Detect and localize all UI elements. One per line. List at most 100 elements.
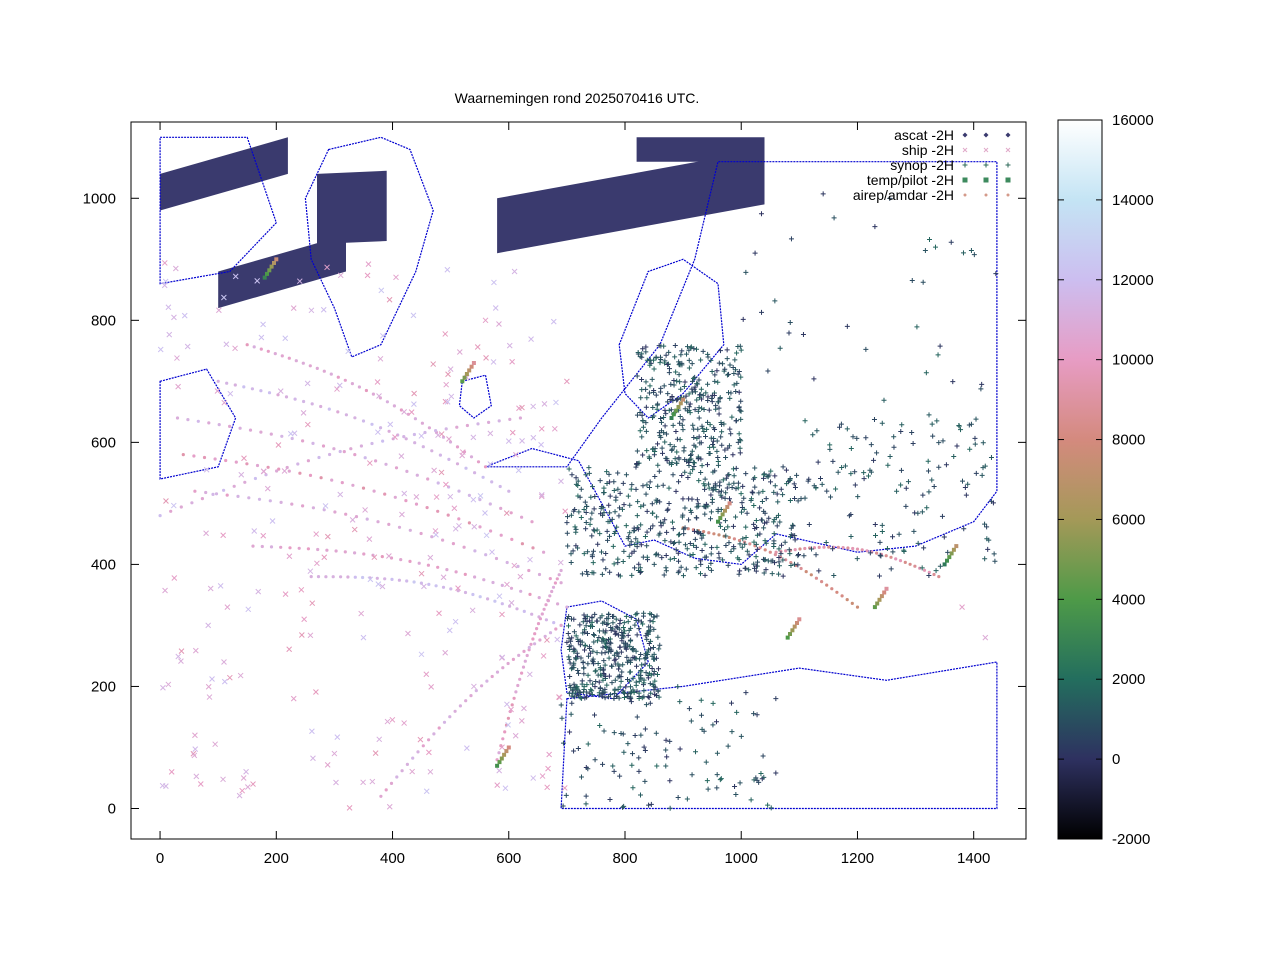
synop-point xyxy=(818,476,824,482)
synop-point xyxy=(569,700,575,706)
synop-point xyxy=(784,481,790,487)
airep-point xyxy=(436,509,440,513)
ship-point xyxy=(371,554,378,561)
coastline xyxy=(485,161,998,566)
synop-point xyxy=(601,658,607,664)
synop-point xyxy=(722,495,728,501)
synop-point xyxy=(581,684,587,690)
ship-point xyxy=(438,469,445,476)
synop-point xyxy=(599,672,605,678)
airep-point xyxy=(294,359,298,363)
synop-point xyxy=(728,431,734,437)
synop-point xyxy=(689,448,695,454)
synop-point xyxy=(640,418,646,424)
synop-point xyxy=(585,571,591,577)
legend-marker xyxy=(1005,147,1011,153)
synop-point xyxy=(647,362,653,368)
airep-point xyxy=(508,417,512,421)
airep-point xyxy=(544,603,548,607)
synop-point xyxy=(708,551,714,557)
synop-point xyxy=(631,528,637,534)
synop-point xyxy=(681,531,687,537)
synop-point xyxy=(573,475,579,481)
synop-point xyxy=(593,679,599,685)
airep-point xyxy=(351,483,355,487)
synop-point xyxy=(587,646,593,652)
synop-point xyxy=(664,362,670,368)
ship-point xyxy=(405,630,411,637)
synop-point xyxy=(597,531,603,537)
airep-point xyxy=(224,458,228,463)
temp-pilot-point xyxy=(669,416,674,420)
synop-point xyxy=(672,343,678,349)
synop-point xyxy=(670,472,676,478)
ship-point xyxy=(408,409,415,416)
temp-pilot-point xyxy=(471,361,476,365)
synop-point xyxy=(559,715,565,721)
synop-point xyxy=(623,684,629,690)
synop-point xyxy=(604,469,610,475)
airep-point xyxy=(478,498,482,502)
synop-point xyxy=(596,635,602,641)
ship-point xyxy=(324,533,331,540)
airep-point xyxy=(427,426,431,430)
synop-point xyxy=(982,556,988,562)
temp-pilot-point xyxy=(954,544,959,549)
synop-point xyxy=(899,422,905,428)
synop-point xyxy=(641,610,647,616)
synop-point xyxy=(688,344,694,350)
synop-point xyxy=(633,486,639,492)
synop-point xyxy=(605,615,611,621)
synop-point xyxy=(668,381,674,387)
synop-point xyxy=(898,482,904,488)
synop-point xyxy=(612,677,618,683)
airep-point xyxy=(814,576,819,580)
ship-point xyxy=(221,678,228,685)
synop-point xyxy=(737,541,743,547)
legend-marker xyxy=(1005,177,1011,183)
ship-point xyxy=(387,421,394,428)
synop-point xyxy=(805,478,811,484)
synop-point xyxy=(643,379,649,385)
synop-point xyxy=(743,471,749,477)
synop-point xyxy=(643,428,649,434)
ship-point xyxy=(217,583,224,589)
airep-point xyxy=(389,781,394,786)
airep-point xyxy=(455,425,459,429)
synop-point xyxy=(837,424,843,430)
synop-point xyxy=(652,678,658,684)
airep-point xyxy=(489,529,493,533)
synop-point xyxy=(594,527,600,533)
synop-point xyxy=(772,473,778,479)
airep-point xyxy=(158,514,162,518)
synop-point xyxy=(678,386,684,392)
synop-point xyxy=(686,496,692,502)
synop-point xyxy=(729,484,735,490)
airep-point xyxy=(321,444,326,448)
y-tick-label: 400 xyxy=(91,556,116,573)
airep-point xyxy=(290,502,294,506)
ship-point xyxy=(489,549,495,555)
airep-point xyxy=(509,586,514,590)
airep-point xyxy=(434,429,438,433)
synop-point xyxy=(885,462,891,468)
synop-point xyxy=(746,552,752,558)
synop-point xyxy=(819,481,825,487)
airep-point xyxy=(353,416,357,420)
plot-area xyxy=(157,136,999,811)
airep-point xyxy=(932,572,936,577)
synop-point xyxy=(581,671,587,677)
synop-point xyxy=(782,539,788,545)
synop-point xyxy=(579,571,585,577)
ship-point xyxy=(365,261,372,268)
synop-point xyxy=(701,407,707,413)
synop-point xyxy=(634,460,640,466)
synop-point xyxy=(723,455,729,461)
synop-point xyxy=(753,541,759,547)
ship-point xyxy=(413,493,420,500)
x-tick-label: 600 xyxy=(496,850,521,867)
ship-point xyxy=(515,467,522,474)
airep-point xyxy=(343,550,347,554)
synop-point xyxy=(742,541,748,547)
